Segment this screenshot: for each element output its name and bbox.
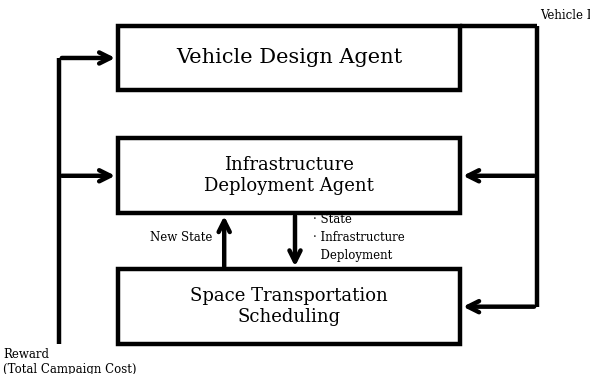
- Bar: [118, 138, 460, 213]
- Text: Reward
(Total Campaign Cost): Reward (Total Campaign Cost): [3, 348, 136, 374]
- Text: Vehicle Design Agent: Vehicle Design Agent: [176, 49, 402, 67]
- Text: Infrastructure
Deployment Agent: Infrastructure Deployment Agent: [204, 156, 374, 195]
- Text: · State
· Infrastructure
  Deployment: · State · Infrastructure Deployment: [313, 213, 405, 262]
- Text: New State: New State: [150, 231, 212, 244]
- Text: Vehicle Design: Vehicle Design: [540, 9, 590, 22]
- Bar: [118, 26, 460, 90]
- Text: Space Transportation
Scheduling: Space Transportation Scheduling: [190, 287, 388, 326]
- Bar: [118, 269, 460, 344]
